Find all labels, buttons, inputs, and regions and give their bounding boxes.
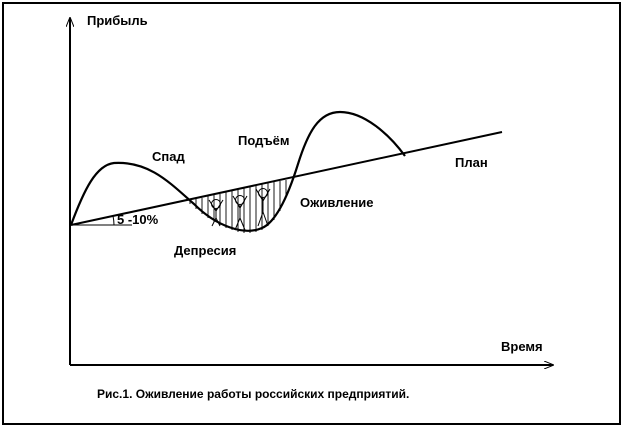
- stage-label-depression: Депресия: [174, 243, 237, 258]
- stage-label-rise: Подъём: [238, 133, 290, 148]
- angle-arc: [112, 215, 115, 226]
- angle-label: 5 -10%: [117, 212, 159, 227]
- stick-figure: [208, 199, 224, 227]
- figure-caption: Рис.1. Оживление работы российских предп…: [97, 387, 410, 401]
- economic-cycle-diagram: [4, 4, 623, 427]
- stick-figures: [208, 188, 271, 231]
- stage-label-revival: Оживление: [300, 195, 374, 210]
- stick-figure: [232, 195, 248, 231]
- y-axis-label: Прибыль: [87, 13, 148, 28]
- stage-label-decline: Спад: [152, 149, 185, 164]
- plan-line: [70, 131, 503, 226]
- plan-label: План: [455, 155, 488, 170]
- stick-figure: [255, 188, 271, 227]
- depression-hatching: [189, 180, 287, 233]
- cycle-curve: [69, 110, 406, 232]
- x-axis-label: Время: [501, 339, 543, 354]
